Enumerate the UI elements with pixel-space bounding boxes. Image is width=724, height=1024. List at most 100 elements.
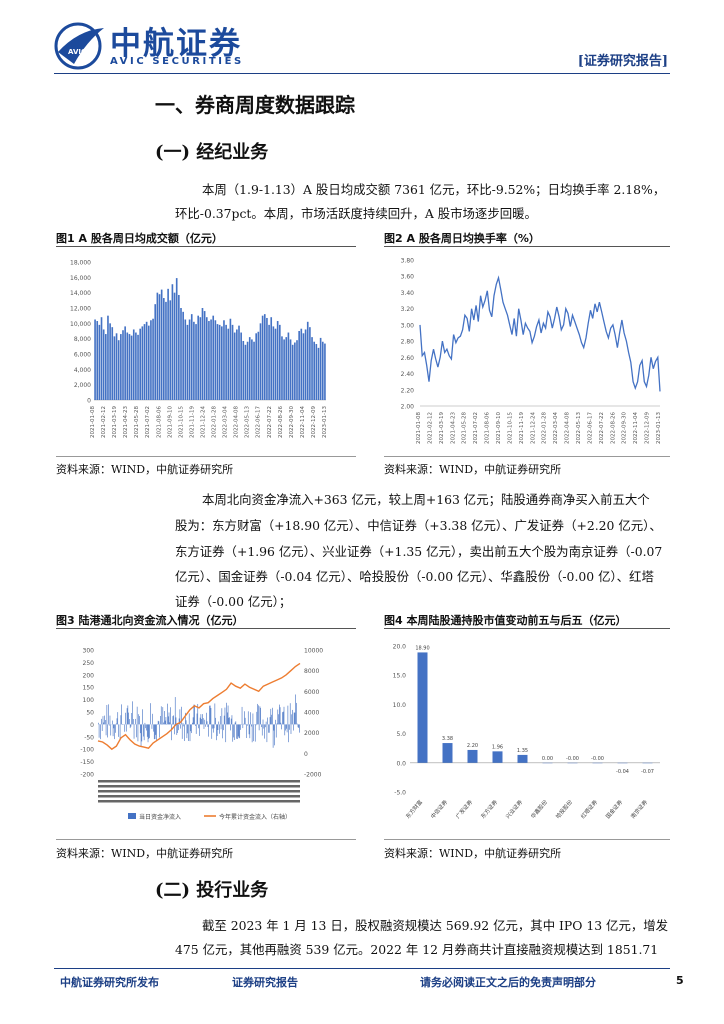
bar	[114, 724, 115, 740]
y-tick-label: 8,000	[74, 336, 91, 343]
bar	[272, 707, 273, 725]
bar	[210, 319, 212, 400]
bar	[177, 724, 178, 734]
figure1-top-rule	[56, 246, 356, 247]
figure3-chart: 300 250 200 150 100 50 0 -50 -100 -150 -200 10000 80…	[80, 648, 323, 822]
x-tick-label: 2022-04-08	[565, 412, 571, 444]
bar	[147, 325, 150, 400]
bar	[236, 724, 237, 739]
bar	[194, 704, 195, 725]
bar	[140, 724, 142, 747]
x-tick-label: 2022-01-28	[212, 406, 218, 438]
bar	[145, 321, 148, 400]
bar	[247, 711, 249, 725]
bar	[281, 336, 283, 400]
figure4-bottom-rule	[384, 839, 670, 840]
bar	[220, 724, 222, 730]
bar	[283, 706, 285, 725]
y-left-tick-label: 200	[83, 672, 95, 679]
bar	[246, 724, 248, 739]
category-label: 华鑫股份	[529, 798, 550, 820]
y-tick-label: 4,000	[74, 367, 91, 374]
bar	[286, 724, 288, 733]
x-tick-label: 2021-09-10	[167, 406, 173, 438]
x-tick-label: 2021-05-28	[134, 406, 140, 438]
bar	[139, 716, 140, 725]
bar	[143, 324, 146, 400]
bar	[291, 344, 294, 400]
bar	[291, 714, 293, 725]
bar	[132, 719, 134, 725]
x-tick-label: 2022-11-04	[633, 412, 639, 444]
bar	[136, 724, 137, 738]
bar	[324, 343, 326, 400]
bar	[182, 311, 184, 400]
bar	[197, 315, 200, 400]
bar	[248, 724, 250, 735]
bar	[100, 317, 103, 400]
figure3-top-rule	[56, 628, 356, 629]
bar	[278, 324, 281, 400]
bar	[309, 327, 311, 400]
bar	[153, 724, 154, 732]
bar	[167, 703, 168, 725]
x-tick-label: 2021-11-19	[519, 412, 525, 444]
figure1-title: 图1 A 股各周日均成交额（亿元）	[56, 232, 223, 245]
bar	[244, 717, 246, 725]
bar	[108, 724, 110, 726]
bar	[250, 712, 251, 725]
x-tick-label: 2021-11-19	[189, 406, 195, 438]
bar	[235, 721, 237, 725]
bar	[178, 294, 180, 400]
bar	[276, 321, 279, 400]
bar	[163, 722, 164, 725]
bar	[104, 720, 106, 725]
bar	[252, 713, 254, 725]
bar	[130, 335, 133, 400]
subsection-title-ib: (二) 投行业务	[155, 880, 269, 901]
bar	[111, 327, 114, 400]
figure3-source: 资料来源：WIND，中航证券研究所	[56, 847, 234, 860]
bar	[195, 724, 197, 734]
bar	[137, 724, 139, 742]
x-tick-label: 2022-12-09	[645, 412, 651, 444]
x-tick-label: 2021-07-02	[145, 406, 151, 438]
y-tick-label: 0	[87, 398, 91, 405]
bar	[232, 724, 234, 742]
bar	[209, 705, 211, 725]
bar	[284, 724, 286, 736]
bar	[113, 336, 116, 400]
bar	[289, 703, 291, 725]
bar	[285, 337, 288, 400]
bar	[174, 724, 175, 735]
bar	[223, 320, 225, 400]
bar	[184, 724, 185, 742]
bar	[268, 724, 270, 733]
paragraph-brokerage-line2: 环比-0.37pct。本周，市场活跃度持续回升，A 股市场逐步回暖。	[175, 206, 537, 221]
bar	[115, 723, 117, 725]
bar	[224, 707, 226, 725]
y-right-tick-label: 10000	[304, 648, 323, 655]
bar	[230, 724, 231, 731]
bar	[115, 333, 118, 400]
bar	[205, 712, 207, 725]
bar	[184, 319, 187, 400]
bar	[253, 341, 255, 400]
bar	[197, 703, 199, 725]
bar	[98, 324, 101, 400]
bar	[185, 712, 186, 725]
y-tick-label: 12,000	[70, 306, 91, 313]
y-left-tick-label: -200	[80, 772, 94, 779]
bar	[176, 724, 178, 735]
x-tick-label: 2021-07-02	[473, 412, 479, 444]
bar	[152, 318, 154, 400]
bar	[261, 724, 263, 736]
bar	[292, 709, 293, 725]
bar	[186, 324, 189, 400]
bar	[113, 724, 115, 729]
y-tick-label: 6,000	[74, 352, 91, 359]
y-left-tick-label: 250	[83, 660, 95, 667]
y-tick-label: 2.20	[401, 387, 415, 394]
bar	[108, 704, 109, 725]
bar	[243, 723, 244, 725]
